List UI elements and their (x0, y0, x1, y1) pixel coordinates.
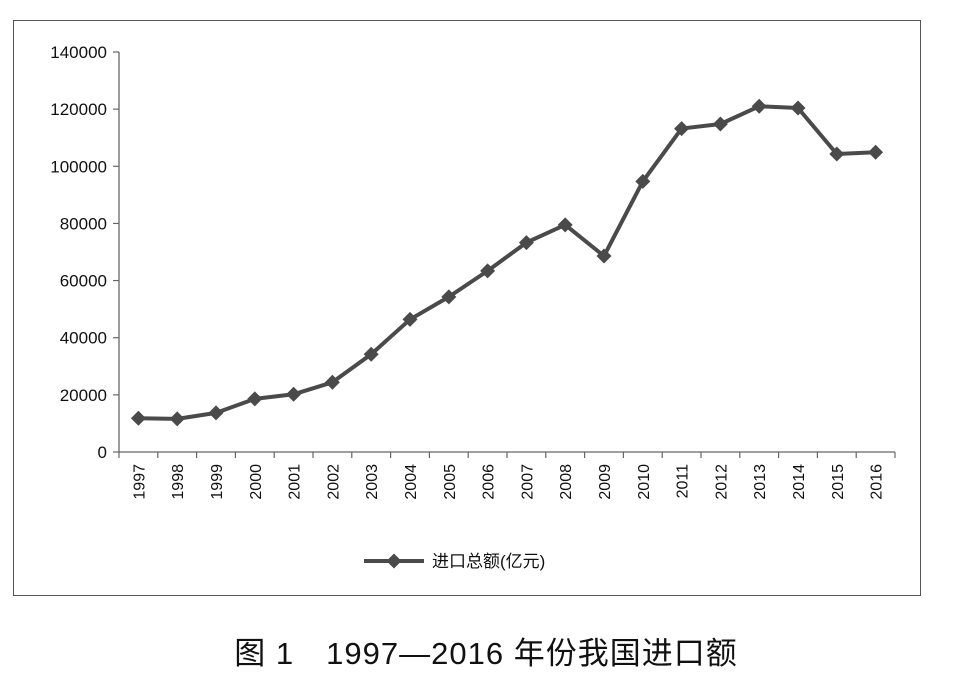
data-point (635, 173, 651, 189)
x-tick-label: 1999 (209, 464, 226, 500)
data-point (363, 346, 379, 362)
data-point (596, 248, 612, 264)
data-point (208, 405, 224, 421)
x-tick-label: 2009 (597, 464, 614, 500)
x-tick-label: 2002 (325, 464, 342, 500)
legend-label: 进口总额(亿元) (432, 552, 545, 571)
x-tick-label: 2013 (752, 464, 769, 500)
y-tick-label: 60000 (60, 272, 107, 291)
data-point (169, 411, 185, 427)
y-tick-label: 40000 (60, 329, 107, 348)
data-point (286, 386, 302, 402)
x-tick-label: 2016 (869, 464, 886, 500)
data-point (868, 144, 884, 160)
x-tick-label: 2011 (675, 464, 692, 499)
data-point (829, 146, 845, 162)
x-tick-label: 2003 (364, 464, 381, 500)
data-point (518, 235, 534, 251)
line-chart: 020000400006000080000100000120000140000 … (50, 43, 896, 571)
y-tick-label: 120000 (50, 100, 107, 119)
chart-frame: 0 20000 40000 60000 80000 100000 120000 140000 … (13, 20, 921, 596)
data-point (402, 311, 418, 327)
y-tick-label: 100000 (50, 157, 107, 176)
legend-marker (386, 553, 402, 569)
data-point (790, 100, 806, 116)
data-point (247, 391, 263, 407)
x-tick-label: 2007 (519, 464, 536, 500)
x-tick-label: 1997 (131, 464, 148, 500)
data-point (441, 289, 457, 305)
y-tick-label: 80000 (60, 214, 107, 233)
x-tick-label: 2005 (442, 464, 459, 500)
data-point (751, 98, 767, 114)
x-tick-label: 2014 (791, 464, 808, 500)
y-tick-label: 0 (98, 443, 107, 462)
figure-caption: 图 1 1997—2016 年份我国进口额 (234, 636, 738, 671)
x-tick-label: 2000 (248, 464, 265, 500)
data-point (674, 121, 690, 137)
legend: 进口总额(亿元) (364, 552, 545, 571)
y-tick-label: 20000 (60, 386, 107, 405)
x-tick-label: 2012 (713, 464, 730, 500)
data-point (130, 410, 146, 426)
data-point (480, 263, 496, 279)
series-line (138, 104, 876, 421)
data-point (557, 217, 573, 233)
data-point (712, 116, 728, 132)
x-tick-label: 2015 (830, 464, 847, 500)
x-tick-label: 2001 (287, 464, 304, 500)
y-tick-label: 140000 (50, 43, 107, 62)
x-tick-label: 2008 (558, 464, 575, 500)
x-tick-label: 1998 (170, 464, 187, 500)
x-tick-label: 2006 (481, 464, 498, 500)
data-point (324, 374, 340, 390)
x-tick-label: 2004 (403, 464, 420, 500)
x-tick-label: 2010 (636, 464, 653, 500)
